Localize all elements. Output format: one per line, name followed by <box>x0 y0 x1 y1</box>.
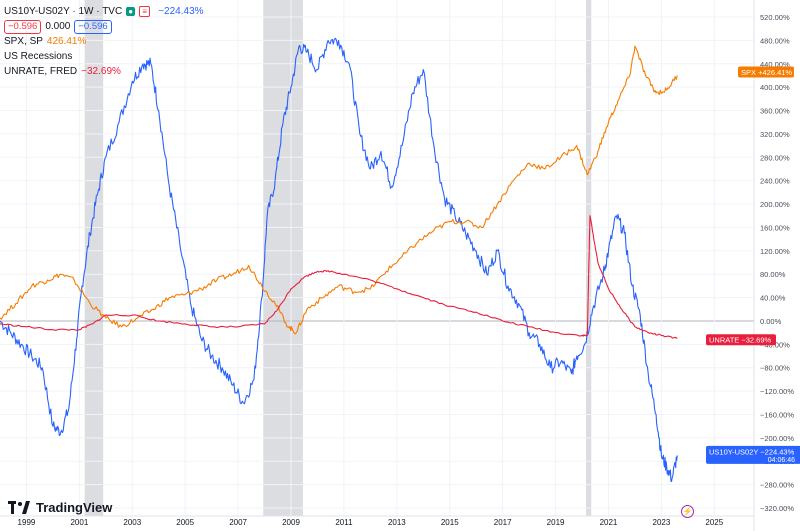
y-tick-label: 40.00% <box>760 294 786 303</box>
y-tick-label: 480.00% <box>760 36 790 45</box>
bolt-icon[interactable]: ⚡ <box>681 505 694 518</box>
y-tick-label: 520.00% <box>760 13 790 22</box>
recession-band <box>263 0 303 516</box>
price-tag-label: SPX +426.41% <box>741 68 792 77</box>
y-tick-label: 440.00% <box>760 60 790 69</box>
grid <box>0 0 754 516</box>
legend-values-row: −0.596 0.000 −0.596 <box>4 19 204 34</box>
x-tick-label: 2021 <box>600 518 618 527</box>
main-change: −224.43% <box>158 5 204 17</box>
y-tick-label: 400.00% <box>760 83 790 92</box>
unrate-change: −32.69% <box>81 65 121 77</box>
main-symbol[interactable]: US10Y-US02Y · 1W · TVC <box>4 5 123 17</box>
legend-recession-row[interactable]: US Recessions <box>4 49 204 64</box>
x-tick-label: 2011 <box>335 518 353 527</box>
price-tag-label: UNRATE −32.69% <box>709 336 772 345</box>
y-tick-label: −280.00% <box>760 481 794 490</box>
y-tick-label: −320.00% <box>760 504 794 513</box>
y-tick-label: −160.00% <box>760 410 794 419</box>
unrate-label[interactable]: UNRATE, FRED <box>4 65 78 77</box>
x-tick-label: 2009 <box>282 518 300 527</box>
price-tag-label: US10Y-US02Y −224.43% <box>709 447 795 456</box>
legend: US10Y-US02Y · 1W · TVC ● ≡ −224.43% −0.5… <box>4 4 204 79</box>
x-tick-label: 2019 <box>547 518 565 527</box>
price-tag-spx <box>738 66 794 78</box>
series-line-us10y-us02y <box>0 37 678 483</box>
y-tick-label: −80.00% <box>760 364 790 373</box>
x-tick-label: 2023 <box>653 518 671 527</box>
x-tick-label: 2001 <box>70 518 88 527</box>
price-tags: SPX +426.41% UNRATE −32.69% US10Y-US02Y −2… <box>706 66 800 464</box>
y-axis-ticks: 520.00% 480.00% 440.00% 400.00% 360.00% 320.0… <box>760 13 794 513</box>
y-tick-label: −200.00% <box>760 434 794 443</box>
price-tag-us10y <box>706 445 800 464</box>
eye-icon[interactable]: ● <box>126 7 136 16</box>
x-tick-label: 2017 <box>494 518 512 527</box>
price-tag-countdown: 04:06:46 <box>768 457 795 464</box>
y-tick-label: 240.00% <box>760 177 790 186</box>
series-line-unrate <box>0 215 678 339</box>
legend-main-row[interactable]: US10Y-US02Y · 1W · TVC ● ≡ −224.43% <box>4 4 204 19</box>
tradingview-logo-icon <box>8 501 30 514</box>
series-lines <box>0 37 678 483</box>
x-tick-label: 2013 <box>388 518 406 527</box>
x-tick-label: 2003 <box>123 518 141 527</box>
brand-name: TradingView <box>36 500 113 515</box>
legend-unrate-row[interactable]: UNRATE, FRED −32.69% <box>4 64 204 79</box>
x-tick-label: 2025 <box>705 518 723 527</box>
recession-bands <box>84 0 592 516</box>
recession-label[interactable]: US Recessions <box>4 50 73 62</box>
tradingview-logo[interactable]: TradingView <box>8 500 112 515</box>
x-tick-label: 2015 <box>441 518 459 527</box>
menu-icon[interactable]: ≡ <box>139 6 151 17</box>
y-tick-label: 120.00% <box>760 247 790 256</box>
x-axis-ticks: 1999 2001 2003 2005 2007 2009 2011 2013 2015 2017… <box>18 518 724 527</box>
y-tick-label: 80.00% <box>760 270 786 279</box>
y-tick-label: 360.00% <box>760 107 790 116</box>
spx-change: 426.41% <box>46 35 87 47</box>
x-tick-label: 1999 <box>18 518 36 527</box>
spx-label[interactable]: SPX, SP <box>4 35 43 47</box>
y-tick-label: 0.00% <box>760 317 782 326</box>
y-tick-label: 200.00% <box>760 200 790 209</box>
y-tick-label: −120.00% <box>760 387 794 396</box>
x-tick-label: 2005 <box>176 518 194 527</box>
recession-band <box>84 0 104 516</box>
mid-value: 0.000 <box>45 20 71 32</box>
y-tick-label: 280.00% <box>760 153 790 162</box>
y-tick-label: 160.00% <box>760 223 790 232</box>
x-tick-label: 2007 <box>229 518 247 527</box>
open-value: −0.596 <box>4 19 42 34</box>
close-value: −0.596 <box>74 19 112 34</box>
price-tag-unrate <box>706 334 776 346</box>
series-line-spx <box>0 45 678 335</box>
legend-spx-row[interactable]: SPX, SP 426.41% <box>4 34 204 49</box>
y-tick-label: 320.00% <box>760 130 790 139</box>
